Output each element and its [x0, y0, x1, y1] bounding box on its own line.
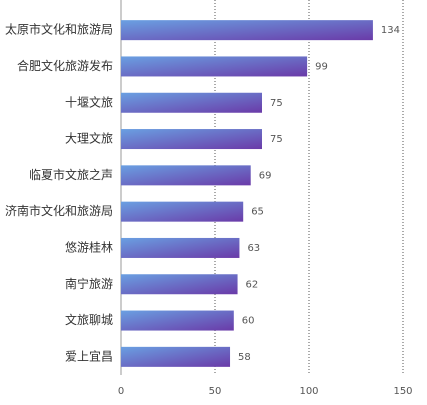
y-tick-label: 大理文旅 — [65, 131, 113, 146]
value-label: 134 — [381, 25, 400, 36]
value-label: 63 — [247, 243, 260, 254]
y-tick-label: 临夏市文旅之声 — [29, 167, 113, 182]
bar — [121, 165, 251, 186]
x-tick-label: 150 — [393, 386, 412, 397]
y-tick-label: 济南市文化和旅游局 — [5, 203, 113, 218]
bar — [121, 129, 262, 150]
bar — [121, 56, 308, 77]
bar — [121, 237, 240, 258]
y-tick-label: 合肥文化旅游发布 — [17, 58, 113, 73]
y-tick-label: 文旅聊城 — [65, 312, 113, 327]
x-tick-label: 50 — [209, 386, 222, 397]
x-tick-label: 100 — [299, 386, 318, 397]
bar — [121, 201, 244, 222]
y-tick-label: 南宁旅游 — [65, 276, 113, 291]
value-label: 60 — [242, 316, 255, 327]
value-label: 75 — [270, 134, 283, 145]
bar — [121, 92, 262, 113]
value-label: 62 — [246, 279, 259, 290]
value-label: 99 — [315, 61, 328, 72]
y-tick-label: 太原市文化和旅游局 — [5, 22, 113, 37]
x-tick-label: 0 — [118, 386, 124, 397]
y-tick-label: 十堰文旅 — [65, 94, 113, 109]
value-label: 69 — [259, 170, 272, 181]
value-label: 65 — [251, 207, 264, 218]
bar — [121, 346, 231, 367]
value-label: 75 — [270, 98, 283, 109]
bar — [121, 274, 238, 295]
bar — [121, 20, 373, 41]
bar — [121, 310, 234, 331]
y-tick-label: 爱上宜昌 — [65, 348, 113, 363]
value-label: 58 — [238, 352, 251, 363]
y-tick-label: 悠游桂林 — [65, 239, 113, 254]
